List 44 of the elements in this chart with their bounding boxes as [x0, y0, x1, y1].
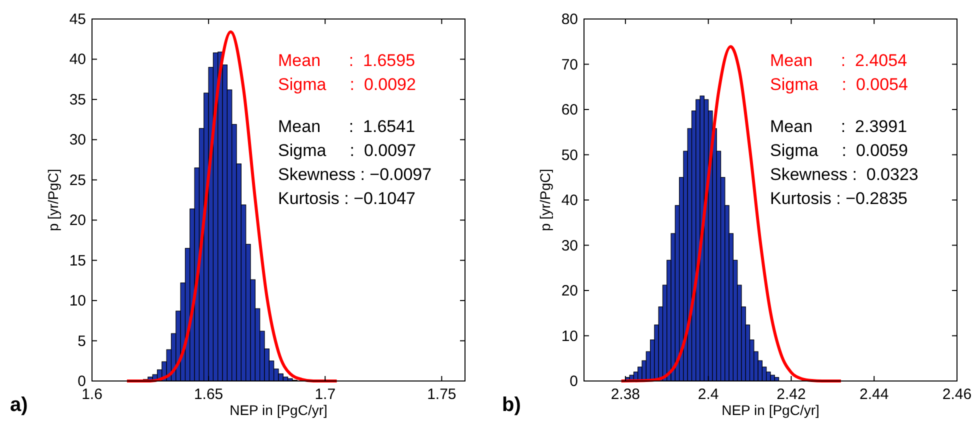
y-tick-label: 5: [78, 332, 86, 350]
y-tick-label: 20: [561, 282, 578, 300]
y-tick-label: 40: [561, 192, 578, 209]
text: a): [10, 394, 28, 416]
annotation: Skewness : −0.0097: [278, 165, 432, 184]
annotation: Sigma : 0.0092: [278, 75, 416, 94]
y-tick-label: 50: [561, 146, 578, 164]
x-tick-label: 1.75: [427, 386, 456, 403]
x-tick-label: 2.38: [610, 386, 640, 403]
x-tick-label: 2.46: [942, 386, 972, 403]
y-axis-title: p [yr/PgC]: [45, 168, 61, 232]
annotation: Mean : 2.4054: [770, 51, 908, 70]
y-tick-label: 60: [561, 102, 578, 118]
annotation: Skewness : 0.0323: [770, 165, 918, 184]
y-tick-label: 15: [69, 252, 86, 270]
y-tick-label: 40: [69, 51, 86, 68]
y-axis-title: p [yr/PgC]: [537, 168, 553, 232]
x-axis-title: NEP in [PgC/yr]: [230, 402, 328, 418]
y-tick-label: 10: [69, 292, 86, 310]
annotation: Mean : 2.3991: [770, 117, 908, 136]
x-tick-label: 2.42: [776, 386, 806, 403]
annotation: Sigma : 0.0054: [770, 75, 908, 94]
text: b): [502, 394, 521, 416]
y-tick-label: 30: [561, 237, 578, 254]
y-tick-label: 0: [570, 373, 578, 390]
x-tick-label: 1.7: [314, 386, 336, 403]
y-tick-label: 35: [69, 91, 86, 108]
y-tick-label: 80: [561, 11, 578, 28]
x-tick-label: 2.4: [698, 386, 719, 403]
annotation: Mean : 1.6541: [278, 117, 416, 136]
annotation: Kurtosis : −0.1047: [278, 189, 416, 208]
y-tick-label: 45: [69, 11, 86, 28]
x-tick-label: 2.44: [860, 386, 889, 403]
y-tick-label: 10: [561, 328, 578, 345]
y-tick-label: 30: [69, 132, 86, 149]
x-axis-title: NEP in [PgC/yr]: [722, 402, 820, 418]
x-tick-label: 1.65: [194, 386, 224, 403]
annotation: Kurtosis : −0.2835: [770, 189, 908, 208]
y-tick-label: 25: [69, 172, 86, 189]
annotation: Sigma : 0.0059: [770, 141, 908, 160]
annotation: Sigma : 0.0097: [278, 141, 416, 160]
y-tick-label: 20: [69, 212, 86, 230]
annotation: Mean : 1.6595: [278, 51, 416, 70]
y-tick-label: 70: [561, 56, 578, 74]
